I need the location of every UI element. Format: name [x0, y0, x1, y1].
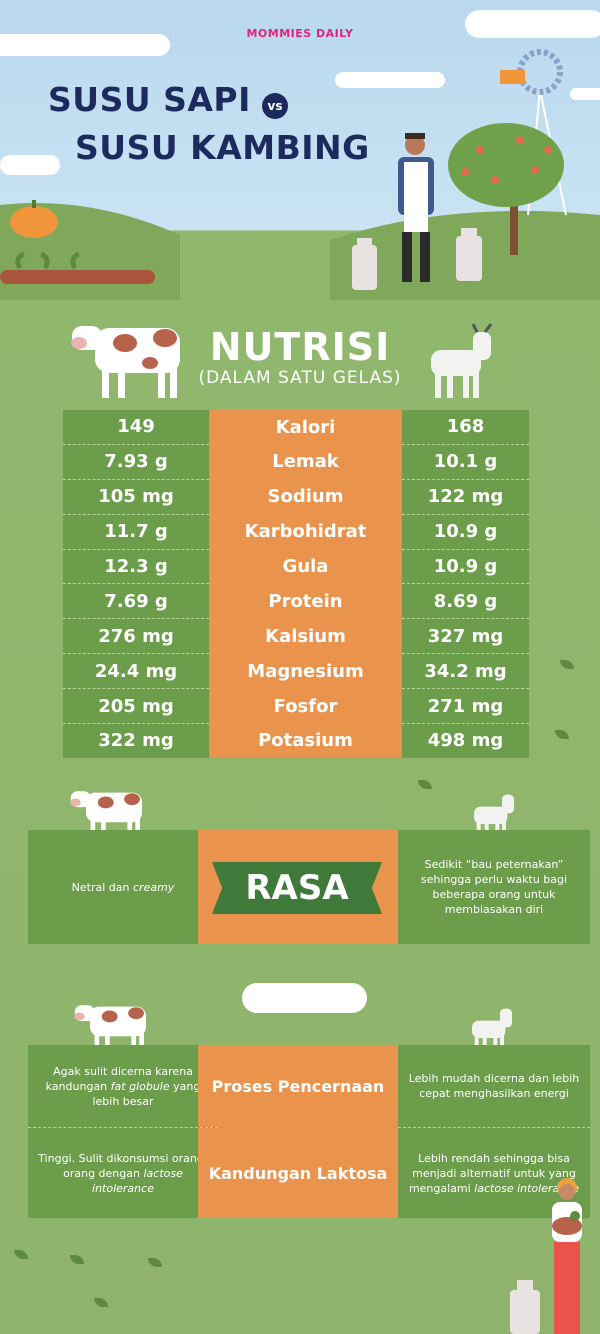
- digestion-cow-cell: Agak sulit dicerna karena kandungan fat …: [28, 1045, 218, 1128]
- cow-illustration: [71, 326, 180, 398]
- cloud-illustration: [570, 88, 600, 100]
- leaf-decoration: [148, 1258, 162, 1267]
- goat-value: 498 mg: [402, 723, 529, 758]
- cow-illustration: [74, 1005, 146, 1053]
- nutrient-label: Gula: [209, 549, 402, 584]
- nutrient-label: Fosfor: [209, 688, 402, 724]
- nutrition-row: 149 Kalori 168: [63, 410, 529, 445]
- goat-value: 271 mg: [402, 688, 529, 725]
- cow-value: 7.93 g: [63, 444, 209, 480]
- nutrient-label: Protein: [209, 583, 402, 619]
- goat-illustration: [472, 1008, 512, 1053]
- goat-value: 168: [402, 410, 529, 445]
- rasa-cow-text-italic: creamy: [133, 880, 175, 894]
- digestion-cow-text-italic: fat globule: [110, 1079, 170, 1093]
- goat-value: 122 mg: [402, 479, 529, 515]
- goat-value: 34.2 mg: [402, 653, 529, 690]
- leaf-decoration: [560, 660, 574, 669]
- cloud-illustration: [242, 983, 367, 1013]
- cow-value: 322 mg: [63, 723, 209, 758]
- digestion-goat-cell: Lebih mudah dicerna dan lebih cepat meng…: [398, 1045, 590, 1128]
- nutrition-row: 11.7 g Karbohidrat 10.9 g: [63, 514, 529, 550]
- nutrition-row: 105 mg Sodium 122 mg: [63, 479, 529, 515]
- goat-value: 10.9 g: [402, 549, 529, 585]
- cow-value: 105 mg: [63, 479, 209, 515]
- nutrition-row: 24.4 mg Magnesium 34.2 mg: [63, 653, 529, 690]
- nutrition-row: 205 mg Fosfor 271 mg: [63, 688, 529, 725]
- goat-value: 10.1 g: [402, 444, 529, 480]
- nutrition-row: 276 mg Kalsium 327 mg: [63, 618, 529, 655]
- cow-illustration: [70, 791, 142, 839]
- cow-value: 24.4 mg: [63, 653, 209, 690]
- nutrient-label: Sodium: [209, 479, 402, 515]
- digestion-cow-text-end: yang lebih besar: [92, 1079, 201, 1108]
- nutrient-label: Kalsium: [209, 618, 402, 654]
- title-line-1: SUSU SAPI: [48, 80, 251, 119]
- leaf-decoration: [555, 730, 569, 739]
- leaf-decoration: [70, 1255, 84, 1264]
- digestion-label: Proses Pencernaan: [198, 1045, 398, 1127]
- nutrient-label: Lemak: [209, 444, 402, 480]
- digestion-goat-text: Lebih mudah dicerna dan lebih cepat meng…: [408, 1072, 580, 1100]
- digestion-cow-text: Agak sulit dicerna karena kandungan: [45, 1064, 193, 1093]
- nutrition-row: 322 mg Potasium 498 mg: [63, 723, 529, 758]
- leaf-decoration: [418, 780, 432, 789]
- goat-value: 8.69 g: [402, 583, 529, 620]
- nutrient-label: Potasium: [209, 723, 402, 758]
- brand-logo: MOMMIES DAILY: [246, 27, 354, 40]
- goat-value: 327 mg: [402, 618, 529, 655]
- nutrient-label: Kalori: [209, 410, 402, 445]
- farm-scene-illustration: [0, 49, 600, 300]
- cloud-illustration: [335, 72, 445, 88]
- nutrient-label: Magnesium: [209, 653, 402, 689]
- goat-value: 10.9 g: [402, 514, 529, 550]
- lactose-goat-text-italic: lactose intolerance: [474, 1181, 580, 1195]
- leaf-decoration: [14, 1250, 28, 1259]
- goat-illustration: [431, 323, 493, 398]
- cow-value: 11.7 g: [63, 514, 209, 550]
- rasa-cow-text: Netral dan: [71, 880, 130, 894]
- cow-value: 12.3 g: [63, 549, 209, 585]
- leaf-decoration: [94, 1298, 108, 1307]
- rasa-cow-cell: Netral dan creamy: [28, 830, 218, 944]
- cloud-illustration: [0, 155, 60, 175]
- nutrition-row: 12.3 g Gula 10.9 g: [63, 549, 529, 585]
- nutrition-table: 149 Kalori 168 7.93 g Lemak 10.1 g 105 mg Sodiu…: [63, 410, 529, 758]
- nutrition-row: 7.93 g Lemak 10.1 g: [63, 444, 529, 480]
- nutrition-title: NUTRISI: [209, 325, 391, 369]
- milk-can-illustration: [510, 1280, 540, 1334]
- lactose-cow-cell: Tinggi. Sulit dikonsumsi orang- orang de…: [28, 1128, 218, 1218]
- rasa-goat-cell: Sedikit “bau peternakan” sehingga perlu …: [398, 830, 590, 944]
- lactose-goat-text: Lebih rendah sehingga bisa menjadi alter…: [408, 1151, 576, 1195]
- lactose-cow-text: Tinggi. Sulit dikonsumsi orang- orang de…: [38, 1151, 208, 1180]
- vs-badge: vs: [262, 93, 288, 119]
- nutrition-row: 7.69 g Protein 8.69 g: [63, 583, 529, 620]
- rasa-ribbon: RASA: [212, 862, 382, 914]
- woman-farmer-illustration: [552, 1178, 582, 1334]
- lactose-cow-text-italic: lactose intolerance: [92, 1166, 183, 1195]
- nutrient-label: Karbohidrat: [209, 514, 402, 550]
- cloud-illustration: [465, 10, 600, 38]
- cloud-illustration: [0, 34, 170, 56]
- nutrition-subtitle: (DALAM SATU GELAS): [198, 368, 402, 388]
- title-line-2: SUSU KAMBING: [75, 128, 370, 167]
- cow-value: 205 mg: [63, 688, 209, 725]
- lactose-label: Kandungan Laktosa: [198, 1128, 398, 1218]
- rasa-goat-text: Sedikit “bau peternakan” sehingga perlu …: [420, 858, 568, 916]
- cow-value: 276 mg: [63, 618, 209, 655]
- cow-value: 149: [63, 410, 209, 445]
- cow-value: 7.69 g: [63, 583, 209, 620]
